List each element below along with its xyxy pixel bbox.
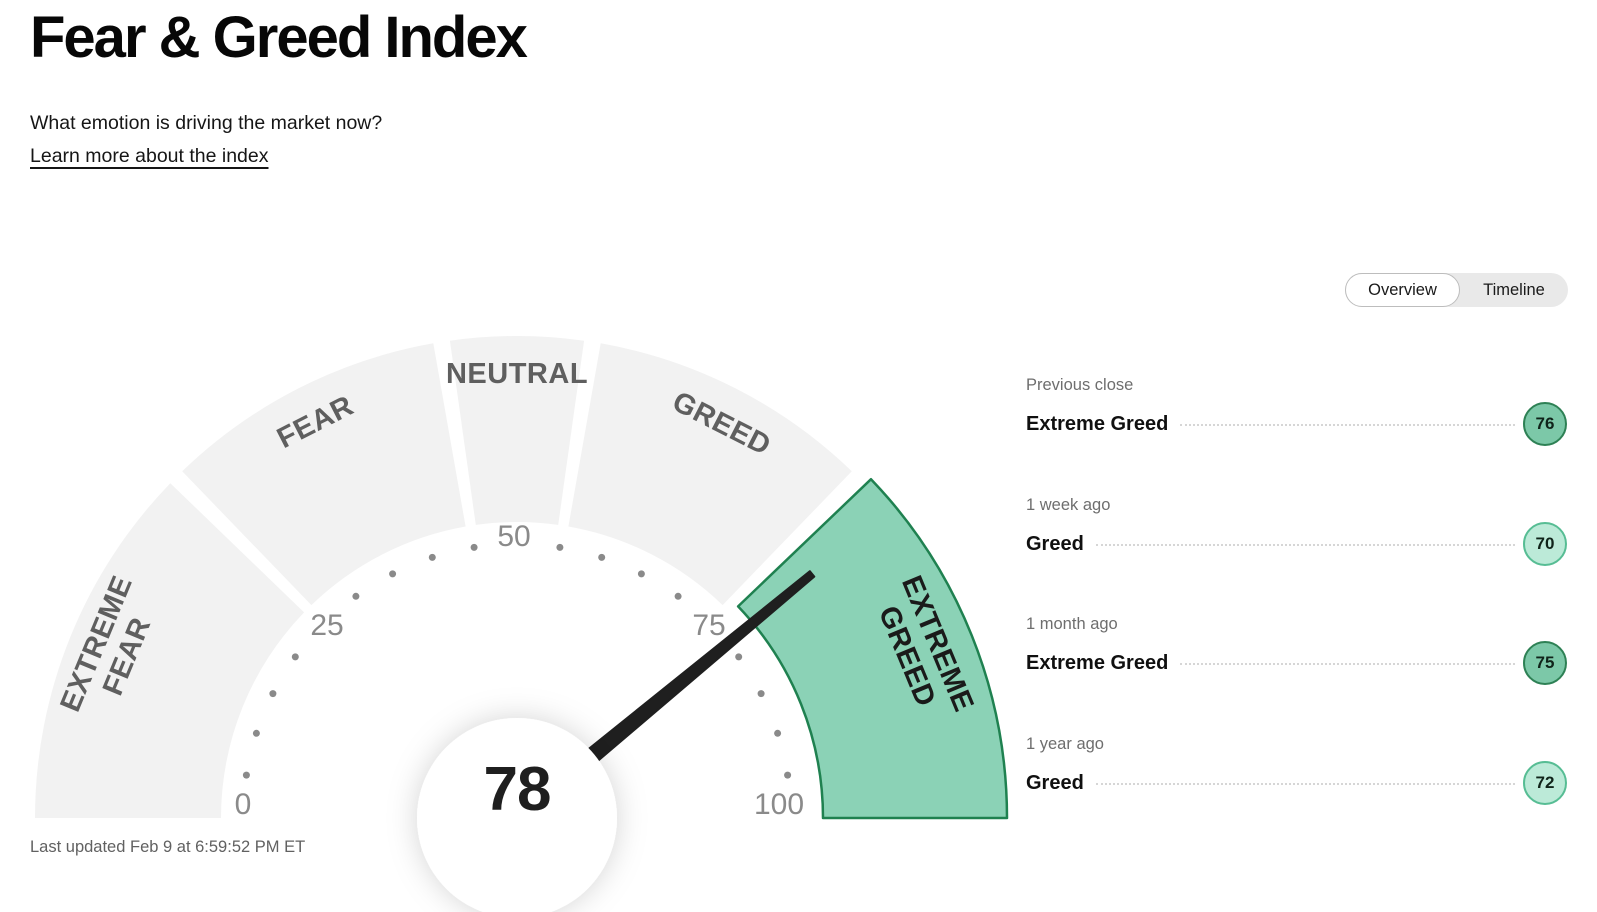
gauge-tick-dot xyxy=(252,729,260,737)
view-toggle: Overview Timeline xyxy=(1345,273,1568,307)
dotted-leader xyxy=(1095,783,1515,785)
history-period: 1 year ago xyxy=(1026,735,1104,753)
gauge-segment-extreme-fear xyxy=(35,483,305,818)
history-zone: Extreme Greed xyxy=(1026,651,1169,674)
learn-more-link[interactable]: Learn more about the index xyxy=(30,145,269,167)
history-zone: Greed xyxy=(1026,532,1084,555)
history-row-1-month-ago: 1 month ago Extreme Greed 75 xyxy=(1026,615,1567,685)
history-value-badge: 70 xyxy=(1523,522,1567,566)
gauge-center-hub xyxy=(417,718,617,912)
toggle-option-overview[interactable]: Overview xyxy=(1345,273,1460,307)
tick-label-100: 100 xyxy=(754,788,804,821)
page-subtitle: What emotion is driving the market now? xyxy=(30,112,383,134)
history-value-badge: 76 xyxy=(1523,402,1567,446)
gauge-tick-dot xyxy=(389,570,397,578)
gauge-minor-ticks xyxy=(242,543,792,779)
tick-label-0: 0 xyxy=(235,788,252,821)
gauge-segment-extreme-greed-active xyxy=(736,477,1009,820)
toggle-option-timeline[interactable]: Timeline xyxy=(1483,280,1545,299)
history-row-previous-close: Previous close Extreme Greed 76 xyxy=(1026,376,1567,446)
tick-label-75: 75 xyxy=(692,609,725,642)
history-period: 1 week ago xyxy=(1026,496,1111,514)
page-title: Fear & Greed Index xyxy=(30,5,528,70)
gauge-tick-dot xyxy=(242,771,250,779)
gauge-tick-dot xyxy=(352,592,360,600)
tick-label-50: 50 xyxy=(497,520,530,553)
gauge-tick-dot xyxy=(784,771,792,779)
history-zone: Extreme Greed xyxy=(1026,412,1169,435)
history-row-1-year-ago: 1 year ago Greed 72 xyxy=(1026,735,1567,805)
history-period: 1 month ago xyxy=(1026,615,1118,633)
history-value-badge: 75 xyxy=(1523,641,1567,685)
history-row-1-week-ago: 1 week ago Greed 70 xyxy=(1026,496,1567,566)
history-zone: Greed xyxy=(1026,771,1084,794)
gauge-segment-neutral xyxy=(449,336,585,525)
dotted-leader xyxy=(1180,663,1515,665)
gauge-tick-dot xyxy=(428,553,436,561)
history-value-badge: 72 xyxy=(1523,761,1567,805)
gauge-tick-dot xyxy=(470,543,478,551)
gauge-tick-dot xyxy=(269,690,277,698)
gauge-value: 78 xyxy=(484,755,551,824)
gauge-tick-dot xyxy=(556,543,564,551)
gauge-segments xyxy=(35,336,1009,820)
history-period: Previous close xyxy=(1026,376,1134,394)
gauge-segment-greed xyxy=(568,343,852,606)
gauge-tick-dot xyxy=(757,690,765,698)
dotted-leader xyxy=(1180,424,1515,426)
tick-label-25: 25 xyxy=(310,609,343,642)
gauge-tick-dot xyxy=(637,570,645,578)
gauge-segment-fear xyxy=(182,343,466,606)
gauge-tick-dot xyxy=(735,653,743,661)
gauge-tick-dot xyxy=(674,592,682,600)
label-neutral: NEUTRAL xyxy=(446,358,588,390)
gauge-tick-dot xyxy=(598,553,606,561)
last-updated-text: Last updated Feb 9 at 6:59:52 PM ET xyxy=(30,838,306,856)
gauge-tick-labels: 0 25 50 75 100 xyxy=(235,520,804,821)
gauge-tick-dot xyxy=(774,729,782,737)
dotted-leader xyxy=(1095,544,1515,546)
gauge-tick-dot xyxy=(291,653,299,661)
